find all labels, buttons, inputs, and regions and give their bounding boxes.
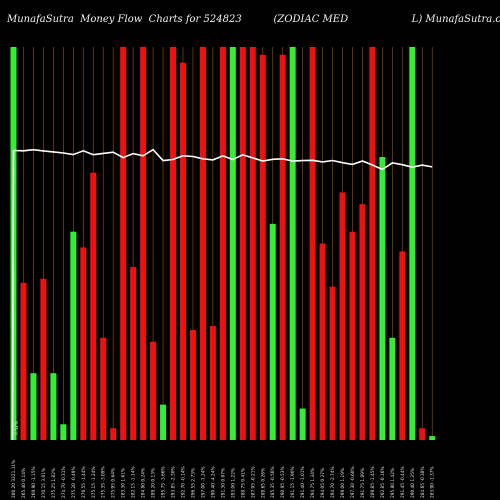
inflow-bar [289,47,296,440]
outflow-bar [179,62,186,440]
x-tick-label: 282.15 -1.14% [131,466,137,498]
outflow-bar [189,329,196,440]
x-tick-label: 274.70 -0.31% [61,466,67,498]
x-tick-label: 293.00 1.22% [230,468,236,498]
x-tick-label: 289.20 0.13% [151,468,157,498]
outflow-bar [209,326,216,440]
x-tick-label: 280.20 3221.11% [11,460,17,498]
outflow-bar [20,282,27,440]
outflow-bar [199,47,206,440]
x-tick-labels: 280.20 3221.11% 265.40 0.14% 269.90 -1.15%… [11,460,436,498]
x-tick-label: 290.95 -0.53% [280,466,286,498]
x-tick-label: 284.90 0.24% [141,468,147,498]
money-flow-line [11,148,433,441]
outflow-bar [130,267,137,440]
outflow-bar [249,47,256,440]
x-tick-label: 275.35 -3.09% [101,466,107,498]
inflow-bar [229,47,236,440]
x-tick-label: 284.65 -0.38% [420,466,426,498]
x-tick-label: 296.55 2.73% [190,468,196,498]
outflow-bar [40,278,47,440]
x-tick-label: 283.90 -1.37% [430,466,436,498]
x-tick-label: 291.45 -0.44% [400,466,406,498]
x-tick-label: 293.85 -2.30% [171,466,177,498]
x-tick-label: 290.40 1.25% [410,468,416,498]
outflow-bar [339,192,346,440]
inflow-bar [409,47,416,440]
x-tick-label: 295.80 1.42% [390,468,396,498]
outflow-bar [359,204,366,440]
inflow-bar [160,404,167,440]
x-tick-label: 291.15 -1.90% [290,466,296,498]
x-tick-label: 291.40 -1.01% [300,466,306,498]
x-tick-label: 291.30 0.67% [220,468,226,498]
x-tick-label: 265.40 0.14% [21,468,27,498]
outflow-bar [239,47,246,440]
x-tick-label: 289.85 -1.45% [370,466,376,498]
x-tick-label: 287.95 -0.21% [250,466,256,498]
outflow-bar [219,47,226,440]
outflow-bar [419,428,426,440]
outflow-bar [140,47,147,440]
x-tick-label: 292.85 -0.16% [380,466,386,498]
x-tick-label: 285.35 -0.56% [270,466,276,498]
x-tick-label: 283.30 1.61% [121,468,127,498]
x-tick-label: 294.75 1.34% [310,468,316,498]
inflow-bar [60,424,67,440]
outflow-bar [90,172,97,440]
outflow-bar [329,286,336,440]
inflow-bar [379,157,386,441]
x-tick-label: 288.75 0.41% [240,468,246,498]
outflow-bar [120,47,127,440]
outflow-bar [319,243,326,440]
inflow-bar [389,337,396,440]
x-tick-label: 275.20 -0.49% [71,466,77,498]
x-tick-label: 269.90 -1.15% [31,466,37,498]
x-tick-label: 299.00 1.19% [340,468,346,498]
outflow-bar [80,247,87,440]
inflow-bar [299,408,306,440]
outflow-bar [259,54,266,441]
bar-series [10,47,436,441]
outflow-bar [369,47,376,440]
x-tick-label: 275.15 -1.24% [91,466,97,498]
x-tick-label: 275.25 1.82% [51,468,57,498]
outflow-bar [309,47,316,440]
inflow-bar [70,231,77,440]
outflow-bar [279,54,286,441]
x-tick-label: 291.75 1.89% [360,468,366,498]
x-tick-label: 297.30 -0.60% [350,466,356,498]
outflow-bar [170,47,177,440]
x-tick-label: 270.15 3.01% [41,468,47,498]
x-tick-label: 297.00 -1.24% [200,466,206,498]
inflow-bar [30,373,37,440]
x-tick-label: 275.95 0.64% [111,468,117,498]
outflow-bar [150,341,157,440]
money-flow-line-path [11,148,433,441]
outflow-bar [349,231,356,440]
inflow-bar [50,373,57,440]
inflow-bar [429,436,436,440]
line-start-label: 0.52% [14,420,20,435]
chart-title: MunafaSutra Money Flow Charts for 524823… [7,14,500,25]
inflow-bar [269,223,276,440]
x-tick-label: 294.05 0.27% [320,468,326,498]
outflow-bar [100,337,107,440]
x-tick-label: 292.70 -0.14% [180,466,186,498]
x-tick-label: 276.55 -1.44% [81,466,87,498]
x-tick-label: 290.40 -4.24% [210,466,216,498]
outflow-bar [110,428,117,440]
outflow-bar [399,251,406,440]
x-tick-label: 294.70 -2.74% [330,466,336,498]
x-tick-label: 288.65 0.26% [260,468,266,498]
x-tick-label: 295.75 -3.66% [161,466,167,498]
